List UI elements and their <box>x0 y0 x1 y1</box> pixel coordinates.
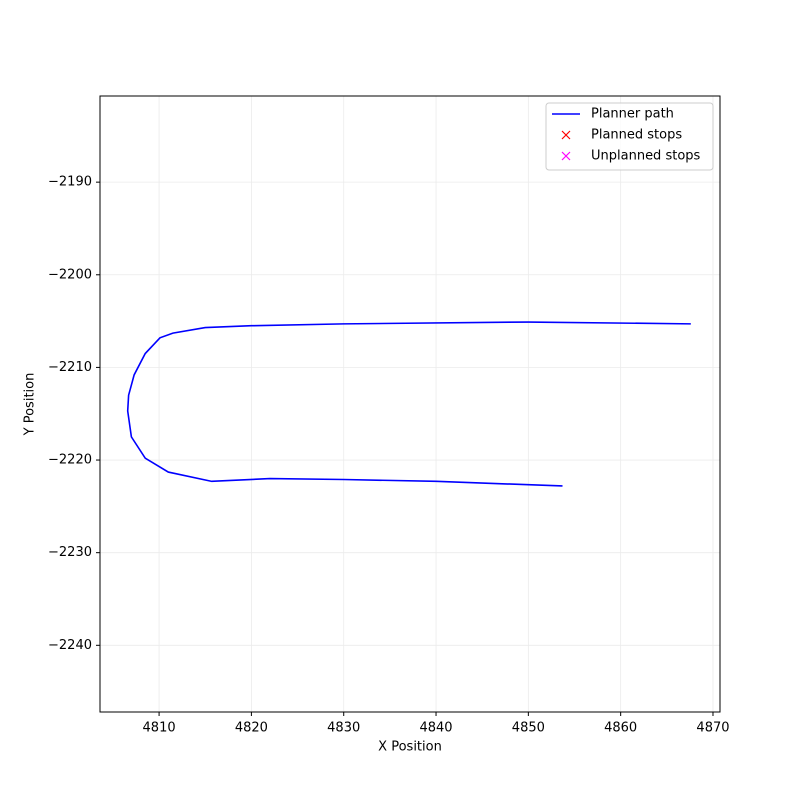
y-tick-label: −2200 <box>48 267 92 282</box>
series-line <box>126 321 691 487</box>
x-tick-label: 4820 <box>235 721 268 736</box>
x-tick-label: 4830 <box>327 721 360 736</box>
legend-box <box>545 102 714 171</box>
plot-frame <box>99 95 721 713</box>
x-tick-label: 4860 <box>604 721 637 736</box>
x-axis-label: X Position <box>378 740 442 755</box>
x-tick-label: 4840 <box>419 721 452 736</box>
y-tick-label: −2220 <box>48 453 92 468</box>
y-tick-label: −2240 <box>48 638 92 653</box>
legend-label: Planned stops <box>591 128 682 143</box>
x-tick-label: 4850 <box>512 721 545 736</box>
x-tick-label: 4810 <box>143 721 176 736</box>
y-tick-label: −2190 <box>48 175 92 190</box>
legend-label: Unplanned stops <box>591 149 701 164</box>
y-tick-label: −2210 <box>48 360 92 375</box>
legend-label: Planner path <box>591 107 674 122</box>
legend: Planner path Planned stops Unplanned stops <box>545 102 714 171</box>
y-axis-label: Y Position <box>23 373 38 437</box>
y-tick-label: −2230 <box>48 545 92 560</box>
x-tick-label: 4870 <box>696 721 729 736</box>
legend-marker <box>561 151 571 161</box>
legend-marker <box>561 130 571 140</box>
